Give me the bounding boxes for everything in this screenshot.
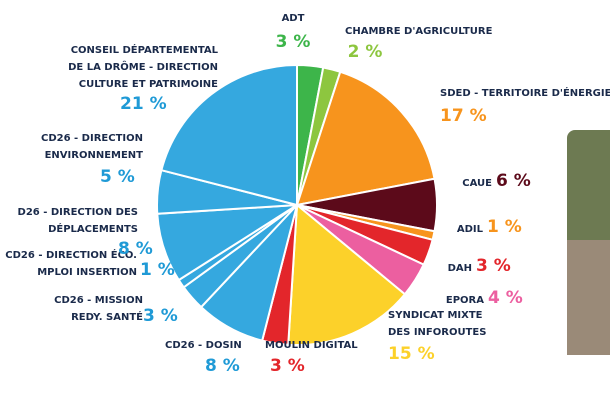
value-label: 8 % (118, 239, 153, 259)
slice-label: CD26 - DIRECTION ÉCO. MPLOI INSERTION (5, 248, 137, 278)
pie-slice (295, 70, 436, 207)
slice-label: SDED - TERRITOIRE D'ÉNERGIE (440, 86, 610, 99)
value-label: 2 % (348, 42, 383, 62)
photo-village (567, 240, 610, 355)
value-label: 15 % (388, 344, 435, 364)
value-label: 21 % (120, 94, 167, 114)
pie-slice (287, 202, 407, 346)
value-label: 1 % (487, 217, 522, 237)
slice-label: CAUE (462, 178, 492, 189)
slice-label: CHAMBRE D'AGRICULTURE (345, 26, 493, 37)
value-label: 6 % (496, 171, 531, 191)
slice-label: CONSEIL DÉPARTEMENTAL DE LA DRÔME - DIREC… (68, 43, 219, 90)
value-label: 3 % (270, 356, 305, 376)
slice-label: D26 - DIRECTION DES DÉPLACEMENTS (18, 207, 138, 235)
slice-label: MOULIN DIGITAL (265, 340, 358, 351)
slice-label: ADT (282, 13, 305, 24)
pie-slice (160, 63, 298, 207)
value-label: 3 % (143, 306, 178, 326)
value-label: 3 % (476, 256, 511, 276)
value-label: 8 % (205, 356, 240, 376)
value-label: 3 % (276, 32, 311, 52)
slice-label: CD26 - MISSION REDY. SANTÉ (54, 295, 143, 323)
slice-label: ADIL (457, 224, 484, 235)
slice-label: CD26 - DIRECTION ENVIRONNEMENT (41, 133, 143, 161)
slice-label: EPORA (446, 295, 484, 306)
value-label: 17 % (440, 106, 487, 126)
value-label: 1 % (140, 260, 175, 280)
value-label: 4 % (488, 288, 523, 308)
slice-label: CD26 - DOSIN (165, 340, 242, 351)
slice-label: DAH (448, 263, 472, 274)
value-label: 5 % (100, 167, 135, 187)
slice-label: SYNDICAT MIXTE DES INFOROUTES (388, 310, 486, 338)
